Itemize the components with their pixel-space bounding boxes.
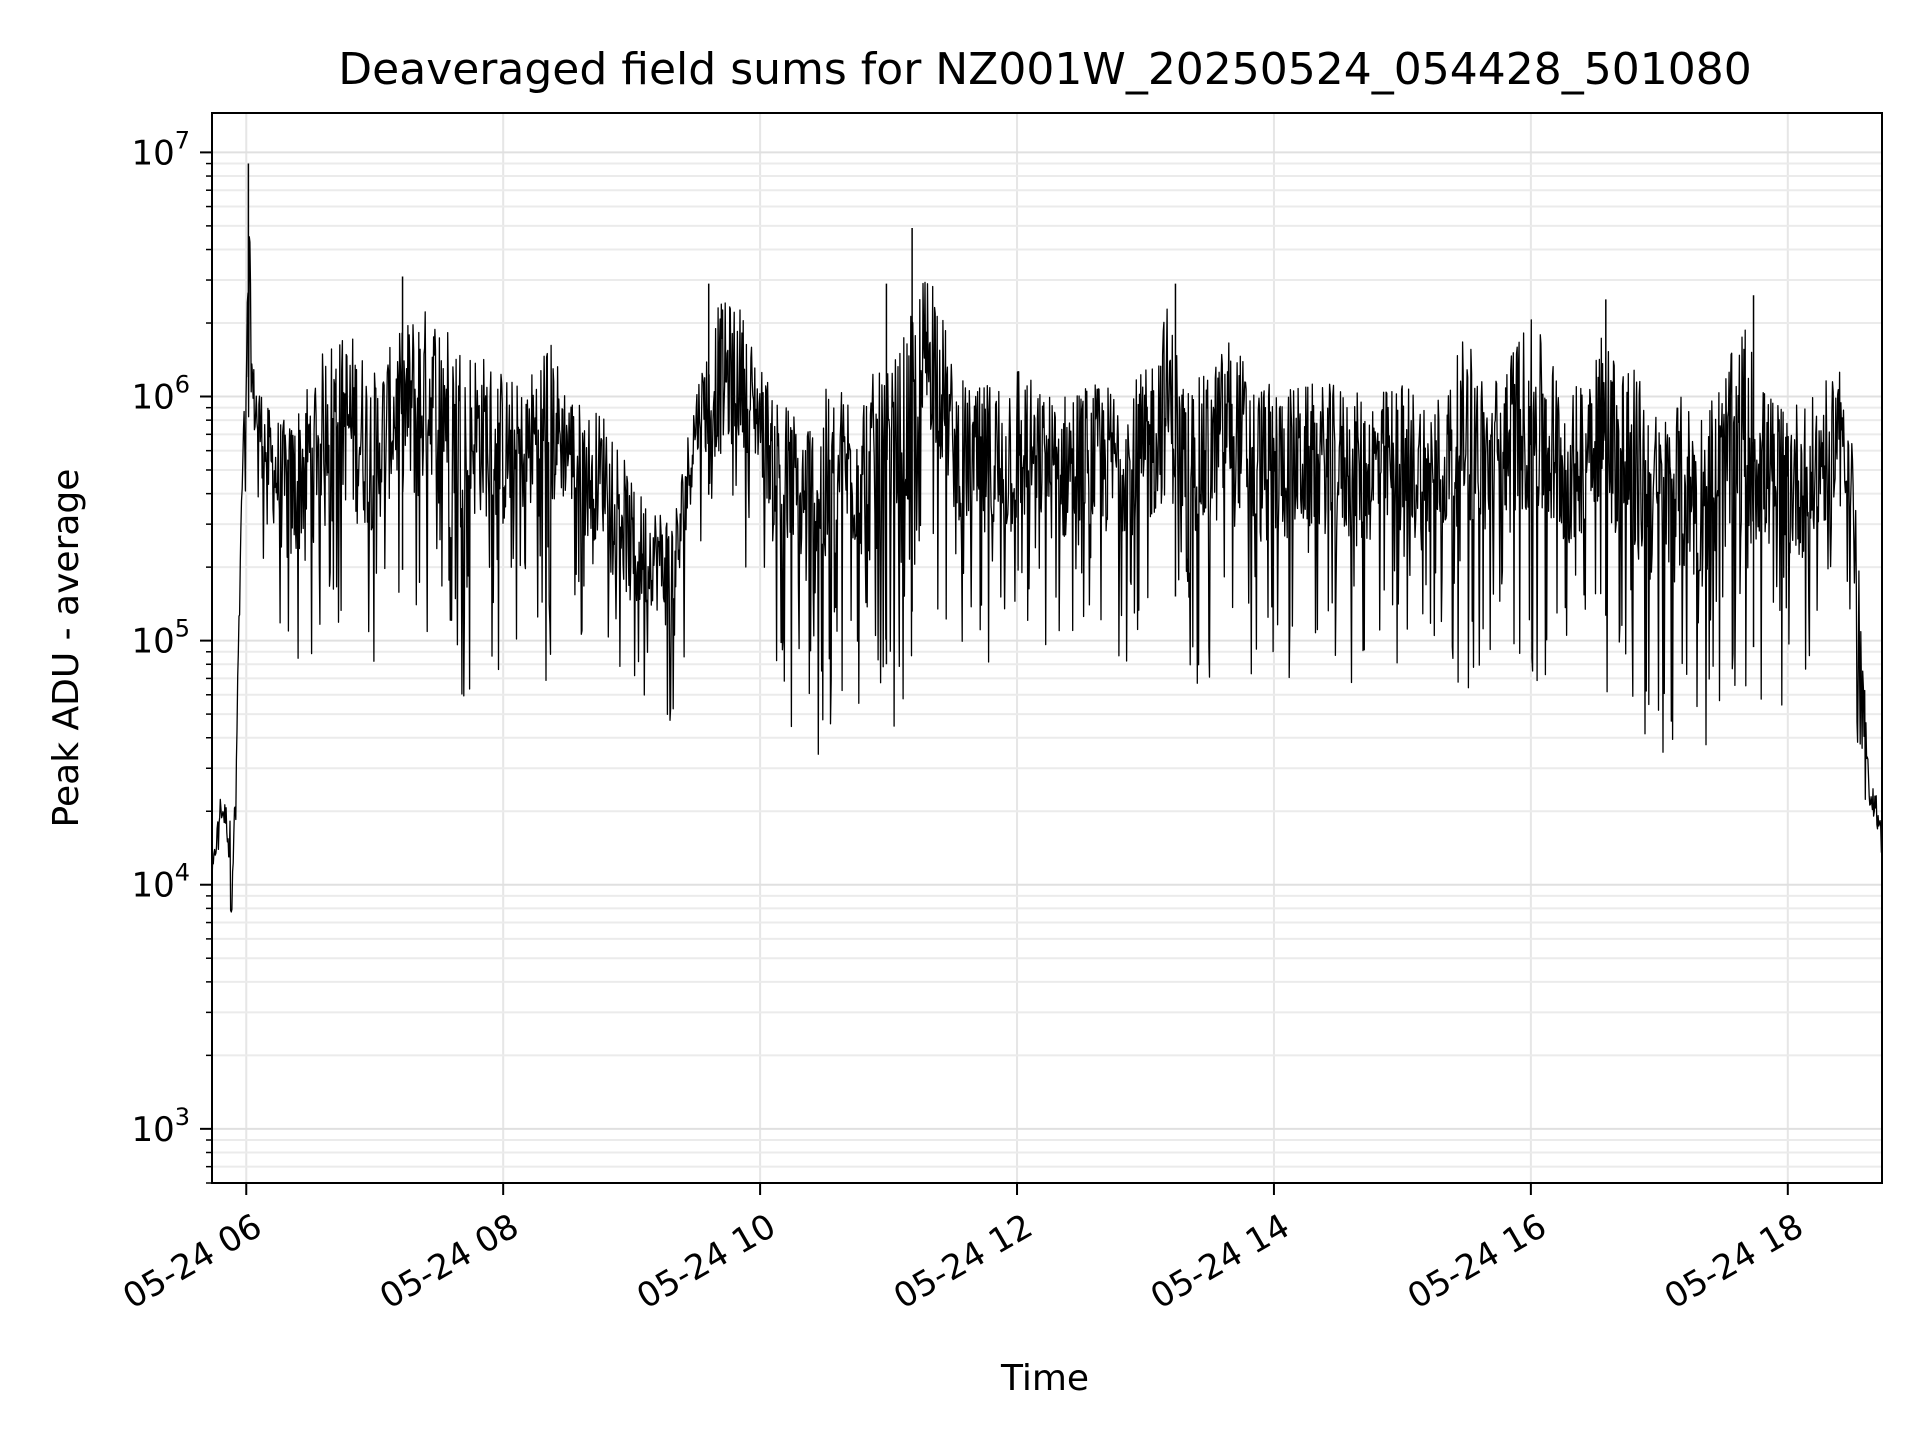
data-layer: [211, 163, 1883, 913]
y-tick-label: 103: [131, 1103, 190, 1150]
y-tick-label: 105: [131, 615, 190, 662]
y-tick-label: 106: [131, 371, 190, 418]
x-axis-label: Time: [1000, 1358, 1089, 1399]
y-tick-label: 104: [131, 859, 190, 906]
chart-title: Deaveraged field sums for NZ001W_2025052…: [338, 44, 1751, 95]
series-line: [211, 236, 1883, 913]
y-axis: 103 104 105 106 107: [131, 126, 212, 1184]
y-axis-label: Peak ADU - average: [46, 469, 87, 828]
plot-frame: [211, 112, 1883, 1184]
y-tick-label: 107: [131, 126, 190, 173]
